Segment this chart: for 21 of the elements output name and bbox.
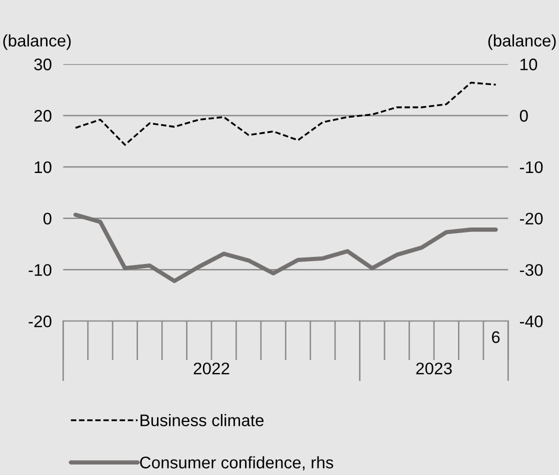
y-tick-label: -10 xyxy=(28,264,52,276)
y-tick-label: 0 xyxy=(43,212,52,225)
y2-tick-label: -10 xyxy=(520,161,543,174)
line-series xyxy=(73,212,498,284)
legend-label: Consumer confidence, rhs xyxy=(140,456,334,470)
y-axis-title: (balance) xyxy=(3,34,71,50)
text: 2023 xyxy=(416,362,452,374)
y2-tick-label: -20 xyxy=(520,212,543,225)
y-tick-label: -20 xyxy=(28,316,52,328)
line-series xyxy=(74,82,497,146)
y2-axis-title: (balance) xyxy=(488,34,556,50)
y2-tick-label: -30 xyxy=(520,264,543,276)
x-tick-label: 6 xyxy=(492,331,500,344)
legend-label: Business climate xyxy=(140,414,264,426)
y-tick-label: 10 xyxy=(34,161,52,174)
y2-tick-label: 10 xyxy=(520,58,538,70)
y-tick-label: 20 xyxy=(34,110,52,122)
y-tick-label: 30 xyxy=(34,58,52,70)
text: 2022 xyxy=(194,362,230,374)
y2-tick-label: 0 xyxy=(520,110,528,122)
y2-tick-label: -40 xyxy=(520,316,543,328)
